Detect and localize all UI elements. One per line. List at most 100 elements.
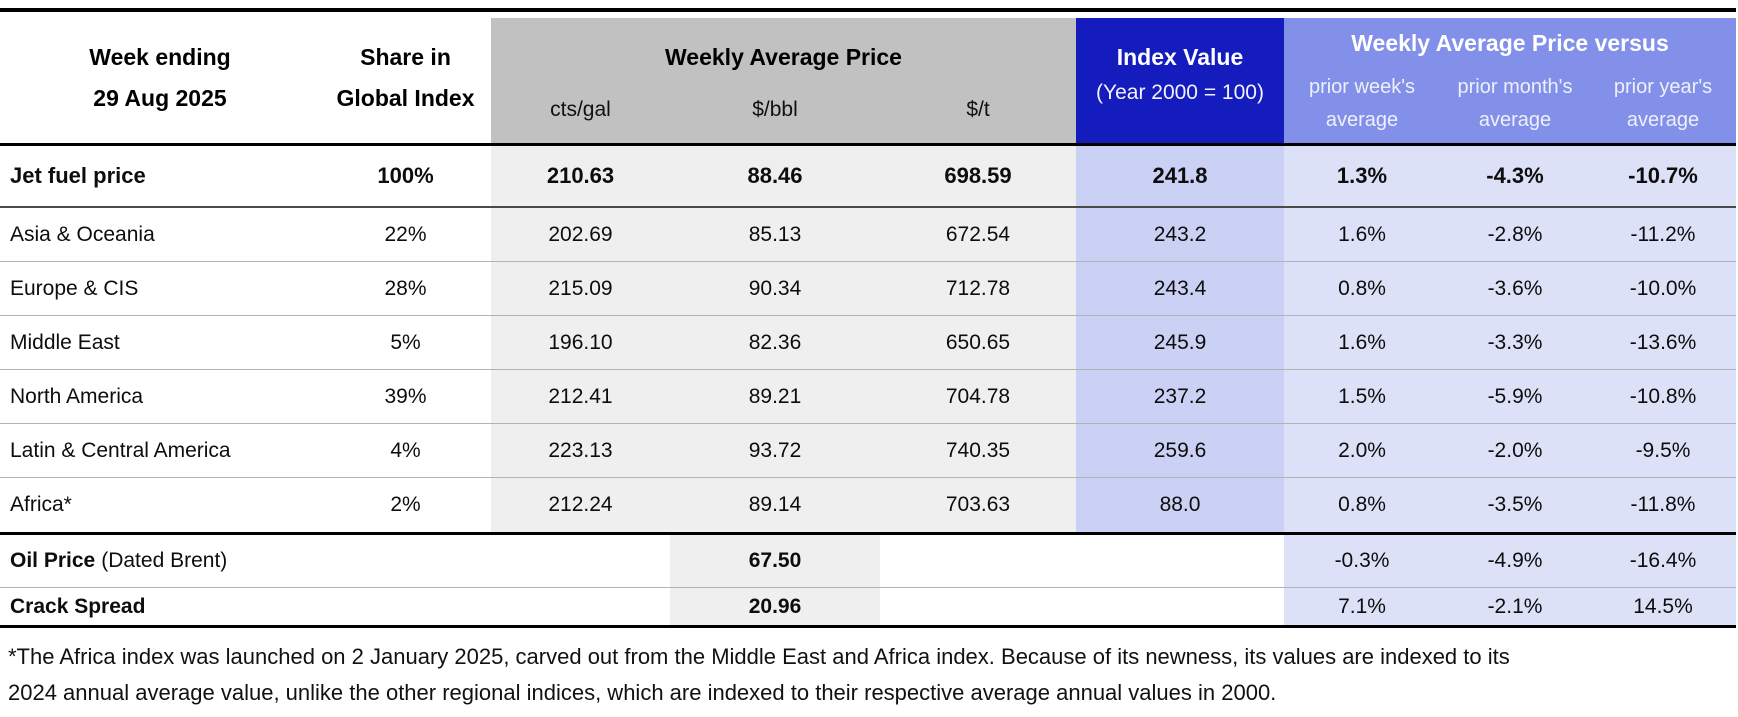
vs-prior-month-value: -5.9% xyxy=(1440,370,1590,423)
row-label: Africa* xyxy=(10,493,72,516)
usd-t-value: 740.35 xyxy=(880,424,1076,477)
cts-gal-value: 212.24 xyxy=(491,478,670,532)
oil-price-label-note: (Dated Brent) xyxy=(101,549,228,572)
week-ending-date: 29 Aug 2025 xyxy=(93,85,227,111)
usd-t-value: 703.63 xyxy=(880,478,1076,532)
share-value: 100% xyxy=(377,163,434,188)
share-value: 2% xyxy=(390,493,421,516)
vs-prior-year-value: 14.5% xyxy=(1590,588,1736,625)
table-row-middle-east: Middle East 5% 196.10 82.36 650.65 245.9… xyxy=(0,316,1736,370)
versus-prior-year: prior year's average xyxy=(1590,71,1736,137)
cts-gal-value: 223.13 xyxy=(491,424,670,477)
prior-week-line1: prior week's xyxy=(1308,76,1416,98)
cts-gal-value: 196.10 xyxy=(491,316,670,369)
empty-cell xyxy=(1076,535,1284,587)
row-label: Asia & Oceania xyxy=(10,222,155,246)
vs-prior-month-value: -4.3% xyxy=(1440,146,1590,206)
vs-prior-week-value: 0.8% xyxy=(1284,262,1440,315)
empty-cell xyxy=(880,588,1076,625)
vs-prior-year-value: -13.6% xyxy=(1590,316,1736,369)
index-value: 237.2 xyxy=(1076,370,1284,423)
vs-prior-month-value: -4.9% xyxy=(1440,535,1590,587)
cts-gal-value: 212.41 xyxy=(491,370,670,423)
usd-bbl-value: 20.96 xyxy=(670,588,880,625)
usd-t-value: 698.59 xyxy=(880,146,1076,206)
row-label: North America xyxy=(10,384,144,408)
index-value: 259.6 xyxy=(1076,424,1284,477)
usd-t-value: 704.78 xyxy=(880,370,1076,423)
jet-fuel-price-table: Week ending 29 Aug 2025 Share in Global … xyxy=(0,8,1736,711)
vs-prior-year-value: -11.2% xyxy=(1590,208,1736,261)
row-label: Jet fuel price xyxy=(10,163,146,188)
row-label: Crack Spread xyxy=(10,594,146,618)
share-value: 4% xyxy=(390,438,421,462)
vs-prior-week-value: 7.1% xyxy=(1284,588,1440,625)
vs-prior-year-value: -10.0% xyxy=(1590,262,1736,315)
usd-bbl-value: 89.14 xyxy=(670,478,880,532)
row-label: Latin & Central America xyxy=(10,438,231,462)
week-ending-label: Week ending xyxy=(89,44,231,70)
unit-usd-t: $/t xyxy=(966,98,990,121)
empty-cell xyxy=(1076,588,1284,625)
usd-bbl-value: 89.21 xyxy=(670,370,880,423)
unit-labels: cts/gal $/bbl $/t xyxy=(491,98,1076,122)
africa-index-footnote: *The Africa index was launched on 2 Janu… xyxy=(8,644,1510,705)
prior-year-line1: prior year's xyxy=(1613,76,1713,98)
header-share-global-index: Share in Global Index xyxy=(320,18,491,143)
share-label-line1: Share in xyxy=(360,44,451,70)
table-row-latin-central-america: Latin & Central America 4% 223.13 93.72 … xyxy=(0,424,1736,478)
table-row-north-america: North America 39% 212.41 89.21 704.78 23… xyxy=(0,370,1736,424)
vs-prior-month-value: -3.3% xyxy=(1440,316,1590,369)
vs-prior-week-value: 0.8% xyxy=(1284,478,1440,532)
table-row-jet-fuel: Jet fuel price 100% 210.63 88.46 698.59 … xyxy=(0,146,1736,208)
vs-prior-week-value: 1.5% xyxy=(1284,370,1440,423)
usd-t-value: 650.65 xyxy=(880,316,1076,369)
usd-bbl-value: 67.50 xyxy=(670,535,880,587)
index-value: 245.9 xyxy=(1076,316,1284,369)
index-value-title: Index Value xyxy=(1116,44,1244,70)
prior-week-line2: average xyxy=(1325,109,1399,131)
table-row-asia-oceania: Asia & Oceania 22% 202.69 85.13 672.54 2… xyxy=(0,208,1736,262)
row-label: Middle East xyxy=(10,330,120,354)
row-label: Oil Price (Dated Brent) xyxy=(0,535,670,587)
index-value-base: (Year 2000 = 100) xyxy=(1096,81,1264,104)
usd-bbl-value: 93.72 xyxy=(670,424,880,477)
usd-bbl-value: 82.36 xyxy=(670,316,880,369)
index-value: 243.4 xyxy=(1076,262,1284,315)
vs-prior-year-value: -9.5% xyxy=(1590,424,1736,477)
vs-prior-year-value: -10.7% xyxy=(1590,146,1736,206)
table-header-row: Week ending 29 Aug 2025 Share in Global … xyxy=(0,18,1736,146)
share-value: 28% xyxy=(384,276,427,300)
unit-cts-gal: cts/gal xyxy=(550,98,611,121)
usd-bbl-value: 85.13 xyxy=(670,208,880,261)
vs-prior-month-value: -2.8% xyxy=(1440,208,1590,261)
vs-prior-week-value: -0.3% xyxy=(1284,535,1440,587)
prior-year-line2: average xyxy=(1626,109,1700,131)
cts-gal-value: 202.69 xyxy=(491,208,670,261)
table-top-rule xyxy=(0,8,1736,12)
usd-t-value: 712.78 xyxy=(880,262,1076,315)
versus-sublabels: prior week's average prior month's avera… xyxy=(1284,71,1736,137)
header-weekly-average-price: Weekly Average Price cts/gal $/bbl $/t xyxy=(491,18,1076,143)
table-row-europe-cis: Europe & CIS 28% 215.09 90.34 712.78 243… xyxy=(0,262,1736,316)
index-value: 88.0 xyxy=(1076,478,1284,532)
usd-bbl-value: 90.34 xyxy=(670,262,880,315)
vs-prior-week-value: 2.0% xyxy=(1284,424,1440,477)
vs-prior-month-value: -2.0% xyxy=(1440,424,1590,477)
unit-usd-bbl: $/bbl xyxy=(752,98,798,121)
prior-month-line1: prior month's xyxy=(1457,76,1573,98)
header-index-value: Index Value (Year 2000 = 100) xyxy=(1076,18,1284,143)
prior-month-line2: average xyxy=(1478,109,1552,131)
vs-prior-month-value: -2.1% xyxy=(1440,588,1590,625)
share-value: 39% xyxy=(384,384,427,408)
header-week-ending: Week ending 29 Aug 2025 xyxy=(0,18,320,143)
header-price-versus: Weekly Average Price versus prior week's… xyxy=(1284,18,1736,143)
empty-cell xyxy=(880,535,1076,587)
vs-prior-month-value: -3.5% xyxy=(1440,478,1590,532)
cts-gal-value: 210.63 xyxy=(491,146,670,206)
share-label-line2: Global Index xyxy=(336,85,475,111)
vs-prior-week-value: 1.3% xyxy=(1284,146,1440,206)
share-value: 22% xyxy=(384,222,427,246)
usd-bbl-value: 88.46 xyxy=(670,146,880,206)
table-row-oil-price: Oil Price (Dated Brent) 67.50 -0.3% -4.9… xyxy=(0,535,1736,588)
